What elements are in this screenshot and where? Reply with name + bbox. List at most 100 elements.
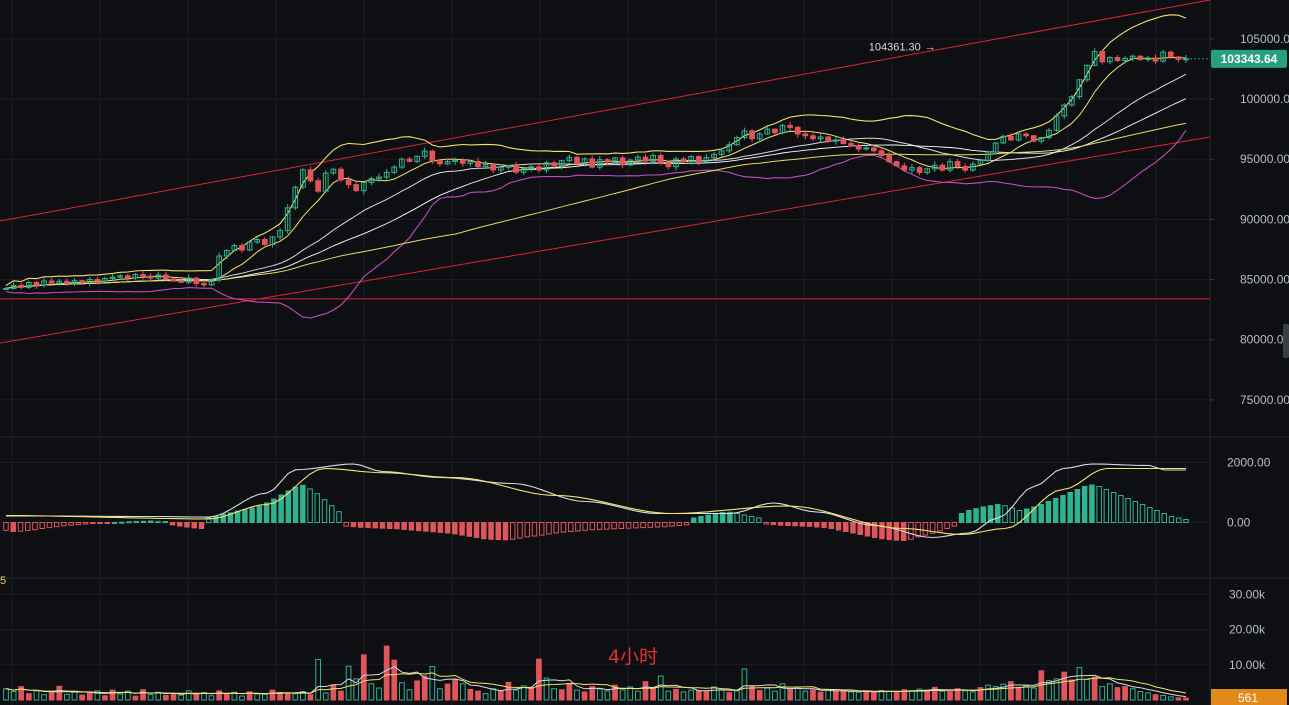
- volume-bar: [185, 690, 192, 701]
- macd-histogram-bar: [502, 522, 509, 541]
- macd-histogram-bar: [466, 522, 473, 537]
- volume-bar: [1107, 683, 1113, 701]
- volume-bar: [855, 691, 862, 701]
- volume-bar: [1167, 696, 1174, 701]
- candle: [368, 178, 375, 183]
- candle: [201, 282, 207, 286]
- macd-histogram-bar: [654, 522, 661, 528]
- volume-bar: [756, 689, 763, 701]
- volume-bar: [208, 695, 215, 701]
- macd-histogram-bar: [582, 522, 588, 531]
- macd-histogram-bar: [828, 522, 835, 529]
- price-tick-label: 90000.00: [1240, 212, 1289, 226]
- candle: [269, 236, 276, 246]
- volume-bar: [901, 689, 908, 701]
- volume-bar: [345, 665, 352, 701]
- candle: [71, 280, 78, 284]
- price-tick-label: 105000.00: [1240, 32, 1289, 46]
- candle: [733, 137, 740, 146]
- candle: [1084, 64, 1090, 81]
- macd-histogram-bar: [785, 522, 791, 526]
- volume-bar: [109, 689, 116, 701]
- macd-histogram-bar: [365, 522, 371, 529]
- candle: [406, 158, 413, 162]
- volume-bar: [635, 690, 641, 701]
- macd-histogram-bar: [531, 522, 538, 537]
- volume-bar: [589, 686, 596, 701]
- candle: [551, 162, 557, 167]
- candle: [64, 280, 70, 284]
- high-price-marker: 104361.30 →: [869, 42, 936, 54]
- volume-bar: [421, 675, 428, 701]
- volume-bar: [437, 688, 443, 701]
- candle: [916, 167, 923, 173]
- timeframe-annotation: 4小时: [608, 646, 658, 668]
- macd-histogram-bar: [10, 522, 16, 532]
- macd-histogram-bar: [292, 486, 299, 524]
- candle: [665, 162, 672, 168]
- candle: [185, 277, 192, 283]
- macd-histogram-bar: [104, 522, 111, 524]
- candle: [490, 164, 497, 171]
- candle: [810, 135, 816, 140]
- candle: [909, 167, 915, 171]
- volume-bar: [848, 691, 854, 701]
- volume-bar: [322, 692, 329, 701]
- macd-tick-label: 2000.00: [1227, 456, 1271, 470]
- macd-histogram-bar: [517, 522, 523, 539]
- volume-bar: [962, 690, 969, 701]
- macd-histogram-bar: [1045, 501, 1052, 523]
- candle: [939, 164, 946, 171]
- macd-histogram-bar: [119, 521, 125, 524]
- candle: [794, 126, 801, 135]
- volume-bar: [985, 684, 991, 701]
- candle: [817, 136, 824, 140]
- macd-histogram-bar: [640, 522, 646, 529]
- volume-bar: [657, 675, 664, 701]
- price-tick-label: 100000.00: [1240, 92, 1289, 106]
- candlestick-series[interactable]: [3, 47, 1189, 291]
- macd-histogram-bar: [647, 522, 654, 528]
- candle: [1030, 135, 1037, 142]
- candle: [985, 151, 991, 161]
- volume-bar: [505, 681, 512, 701]
- candle: [924, 168, 931, 173]
- macd-dea-line: [6, 467, 1186, 536]
- candle: [467, 161, 474, 164]
- candle: [1145, 57, 1151, 61]
- candle: [566, 156, 573, 162]
- macd-histogram-bar: [459, 522, 465, 536]
- macd-histogram-bar: [567, 522, 574, 532]
- volume-bar: [467, 688, 474, 701]
- volume-bar: [543, 677, 550, 701]
- volume-bar: [444, 683, 451, 701]
- macd-histogram-bar: [633, 522, 639, 529]
- candle: [619, 157, 626, 166]
- candle: [338, 168, 344, 181]
- macd-histogram-bar: [32, 522, 38, 531]
- candle: [497, 166, 504, 171]
- volume-bar: [193, 693, 200, 701]
- macd-histogram-bar: [705, 514, 711, 523]
- candle: [178, 280, 184, 283]
- volume-bar: [201, 692, 207, 701]
- macd-dif-line: [6, 463, 1186, 539]
- axis-collapse-handle[interactable]: [1283, 324, 1289, 358]
- macd-histogram-bar: [126, 521, 132, 524]
- macd-histogram-bar: [553, 522, 559, 534]
- volume-bar: [124, 690, 131, 701]
- candle: [1122, 57, 1128, 62]
- candle: [391, 166, 398, 173]
- volume-bar: [383, 645, 390, 701]
- macd-histogram-bar: [611, 522, 617, 530]
- macd-histogram-bar: [850, 522, 856, 534]
- volume-bar: [650, 687, 656, 701]
- volume-bar: [261, 693, 268, 701]
- candle: [48, 280, 55, 284]
- candle: [33, 281, 40, 286]
- macd-histogram-bar: [256, 505, 263, 523]
- candle: [878, 150, 885, 157]
- candle: [231, 245, 238, 251]
